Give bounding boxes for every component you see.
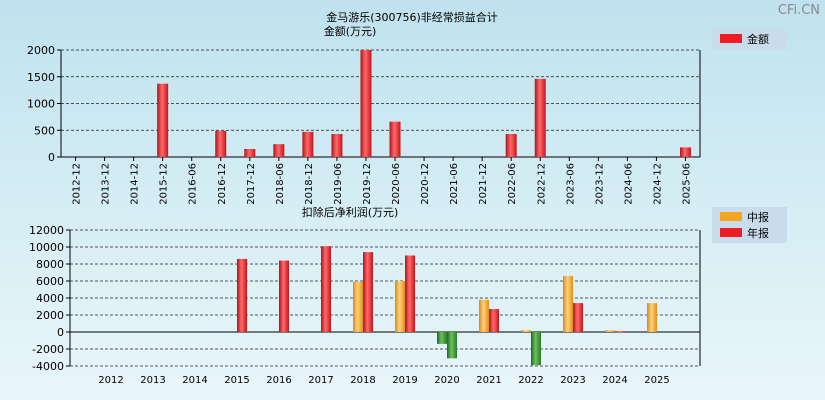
legend-label-annual: 年报 bbox=[747, 226, 769, 240]
chart2-title: 扣除后净利润(万元) bbox=[302, 205, 399, 219]
chart2-bar-interim bbox=[647, 303, 657, 332]
chart2-xtick-label: 2012 bbox=[98, 375, 123, 386]
chart2-ytick-label: 4000 bbox=[36, 292, 64, 305]
chart1-bar bbox=[679, 147, 691, 157]
chart2-bar-interim bbox=[395, 281, 405, 332]
chart2-xtick-label: 2019 bbox=[392, 375, 417, 386]
legend-label-interim: 中报 bbox=[747, 210, 769, 224]
chart2-bar-interim bbox=[563, 275, 573, 332]
watermark: CFi.CN bbox=[778, 3, 820, 18]
chart1-xtick-label: 2019-06 bbox=[333, 163, 344, 205]
chart1-xtick-label: 2012-12 bbox=[72, 163, 83, 205]
chart2-ytick-label: 6000 bbox=[36, 275, 64, 288]
chart1-bar bbox=[505, 133, 517, 157]
chart2-xtick-label: 2024 bbox=[602, 375, 627, 386]
chart1-xtick-label: 2018-12 bbox=[304, 163, 315, 205]
chart1-plot: 0 500 1000 1500 2000 2012-12 2013-12 2014-12 201… bbox=[27, 44, 701, 205]
chart2-bar-interim bbox=[437, 332, 447, 344]
chart1-xtick-label: 2020-12 bbox=[420, 163, 431, 205]
chart2-plot: -4000 -2000 0 2000 4000 6000 8000 10000 12000 201… bbox=[29, 224, 701, 386]
chart2-xtick-label: 2025 bbox=[644, 375, 669, 386]
chart1-xtick-label: 2023-06 bbox=[565, 163, 576, 205]
chart2-bar-interim bbox=[353, 281, 363, 332]
chart1-bar bbox=[215, 130, 227, 157]
chart1-xtick-label: 2023-12 bbox=[594, 163, 605, 205]
chart2-bar-annual bbox=[279, 260, 289, 332]
chart2-xtick-label: 2013 bbox=[140, 375, 165, 386]
chart1-xtick-label: 2016-06 bbox=[188, 163, 199, 205]
chart1-ytick-label: 2000 bbox=[27, 44, 55, 57]
chart1-ytick-label: 1500 bbox=[27, 71, 55, 84]
chart2-ytick-label: 12000 bbox=[29, 224, 64, 237]
chart2-xtick-label: 2022 bbox=[518, 375, 543, 386]
legend-swatch-interim bbox=[720, 212, 742, 221]
chart2-ytick-label: 0 bbox=[57, 326, 64, 339]
chart1-bar bbox=[302, 131, 314, 157]
chart1-xtick-label: 2024-06 bbox=[623, 163, 634, 205]
chart1-bar bbox=[244, 148, 256, 157]
chart2-bar-annual bbox=[447, 332, 457, 359]
chart1-xtick-label: 2020-06 bbox=[391, 163, 402, 205]
chart1-ytick-label: 1000 bbox=[27, 98, 55, 111]
chart2-xtick-label: 2021 bbox=[476, 375, 501, 386]
chart1-title: 金马游乐(300756)非经常损益合计 bbox=[326, 10, 498, 24]
chart2-ytick-label: 2000 bbox=[36, 309, 64, 322]
chart2-bar-interim bbox=[521, 330, 531, 332]
chart1-xtick-label: 2022-12 bbox=[536, 163, 547, 205]
chart2-bar-annual bbox=[363, 252, 373, 332]
chart1-bar bbox=[534, 78, 546, 157]
chart2-bar-annual bbox=[321, 246, 331, 332]
chart2-legend: 中报 年报 bbox=[712, 207, 787, 243]
chart1-xtick-label: 2021-06 bbox=[449, 163, 460, 205]
chart1-xtick-label: 2015-12 bbox=[159, 163, 170, 205]
chart2-bar-annual bbox=[573, 303, 583, 332]
legend-swatch-annual bbox=[720, 228, 742, 237]
chart2-xtick-label: 2014 bbox=[182, 375, 207, 386]
chart1-bar bbox=[331, 133, 343, 157]
chart1-xtick-label: 2019-12 bbox=[362, 163, 373, 205]
chart1-bar bbox=[389, 121, 401, 157]
chart2-bar-annual bbox=[615, 331, 625, 333]
chart2-xtick-label: 2018 bbox=[350, 375, 375, 386]
chart2-bar-interim bbox=[479, 299, 489, 332]
chart2-ytick-label: -4000 bbox=[32, 360, 64, 373]
chart1-xtick-label: 2016-12 bbox=[217, 163, 228, 205]
chart1-bar bbox=[360, 50, 372, 157]
chart2-xtick-label: 2023 bbox=[560, 375, 585, 386]
chart1-xtick-label: 2017-12 bbox=[246, 163, 257, 205]
chart1-xtick-label: 2024-12 bbox=[652, 163, 663, 205]
chart1-xtick-label: 2025-06 bbox=[681, 163, 692, 205]
chart2-xtick-label: 2015 bbox=[224, 375, 249, 386]
chart1-xtick-label: 2013-12 bbox=[101, 163, 112, 205]
chart2-xtick-label: 2017 bbox=[308, 375, 333, 386]
chart1-xtick-label: 2014-12 bbox=[130, 163, 141, 205]
chart1-xtick-label: 2022-06 bbox=[507, 163, 518, 205]
chart2-bar-interim bbox=[605, 330, 615, 332]
chart2-bar-annual bbox=[237, 258, 247, 332]
legend-swatch-amount bbox=[720, 34, 742, 43]
chart1-xtick-label: 2021-12 bbox=[478, 163, 489, 205]
chart1-bar bbox=[157, 83, 169, 157]
chart2-ytick-label: 10000 bbox=[29, 241, 64, 254]
chart1-ytick-label: 500 bbox=[34, 124, 55, 137]
chart1-bar bbox=[273, 144, 285, 157]
chart2-bar-annual bbox=[489, 309, 499, 332]
chart2-bar-annual bbox=[531, 332, 541, 366]
chart1-xtick-label: 2018-06 bbox=[275, 163, 286, 205]
chart2-ytick-label: -2000 bbox=[32, 343, 64, 356]
chart2-bar-annual bbox=[405, 255, 415, 332]
chart2-xtick-label: 2020 bbox=[434, 375, 459, 386]
chart1-ytick-label: 0 bbox=[48, 151, 55, 164]
chart2-xtick-label: 2016 bbox=[266, 375, 291, 386]
legend-label-amount: 金额 bbox=[747, 32, 769, 46]
chart1-legend: 金额 bbox=[712, 29, 787, 49]
chart2-ytick-label: 8000 bbox=[36, 258, 64, 271]
chart1-subtitle: 金额(万元) bbox=[324, 24, 377, 38]
